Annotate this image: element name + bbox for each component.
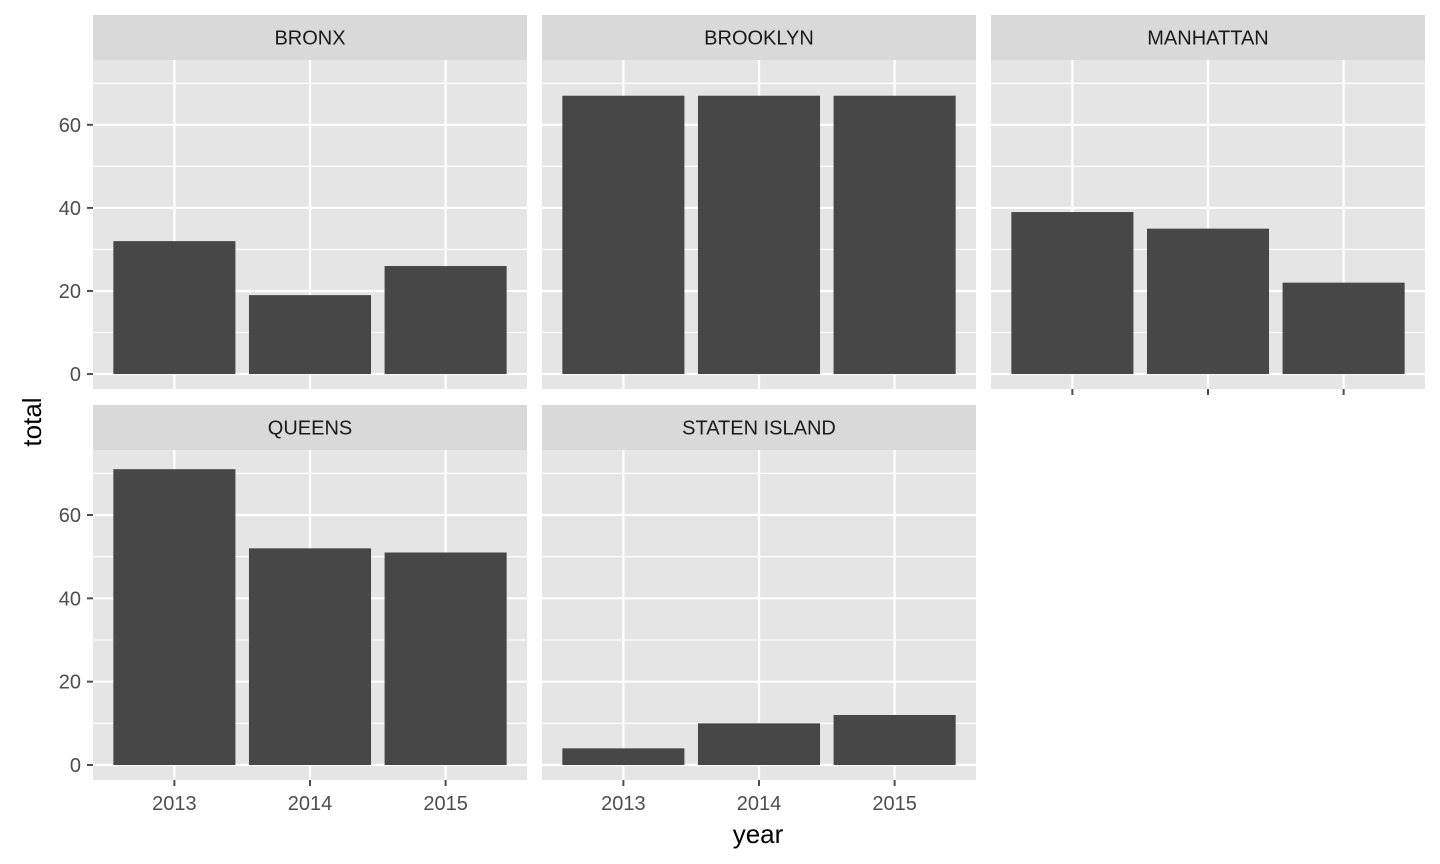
bar-staten-island-2013 [562, 748, 685, 765]
facet-strip [991, 15, 1425, 60]
y-axis-row-2: 0 20 40 60 [59, 505, 93, 777]
bar-queens-2015 [384, 552, 507, 765]
y-axis-row-1: 0 20 40 60 [59, 115, 93, 386]
bar-manhattan-2013 [1011, 212, 1134, 375]
x-axis-queens: 2013 2014 2015 [152, 780, 468, 815]
y-tick-label: 40 [59, 198, 81, 220]
y-axes: 0 20 40 60 0 20 40 60 [59, 115, 93, 777]
bar-bronx-2015 [384, 266, 507, 375]
facet-strip [93, 15, 527, 60]
x-tick-label: 2015 [423, 793, 468, 815]
panel-staten-island: STATEN ISLAND [542, 405, 976, 780]
x-axis-title: year [733, 819, 784, 849]
panel-brooklyn: BROOKLYN [542, 15, 976, 389]
facet-strip-label: QUEENS [268, 418, 352, 440]
bar-manhattan-2015 [1282, 282, 1405, 375]
bar-brooklyn-2015 [833, 95, 956, 375]
bar-staten-island-2014 [697, 723, 821, 765]
y-axis-title: total [17, 397, 47, 446]
y-tick-label: 20 [59, 281, 81, 303]
panel-manhattan: MANHATTAN [991, 15, 1425, 389]
y-tick-label: 60 [59, 505, 81, 527]
x-tick-label: 2013 [601, 793, 646, 815]
y-tick-label: 0 [70, 755, 81, 777]
facet-strip [93, 405, 527, 450]
panel-queens: QUEENS [93, 405, 527, 780]
bar-manhattan-2014 [1146, 228, 1270, 375]
bar-queens-2013 [113, 469, 236, 765]
bar-bronx-2013 [113, 241, 236, 375]
x-tick-label: 2013 [152, 793, 197, 815]
bar-brooklyn-2013 [562, 95, 685, 375]
y-tick-label: 60 [59, 115, 81, 137]
x-tick-label: 2014 [288, 793, 333, 815]
facet-strip [542, 15, 976, 60]
x-tick-label: 2014 [737, 793, 782, 815]
x-tick-label: 2015 [872, 793, 917, 815]
facet-strip [542, 405, 976, 450]
facet-panels: BRONX BROOKLYN MANHATTAN QUEENS STATEN ISLAN… [93, 15, 1425, 780]
y-tick-label: 40 [59, 588, 81, 610]
bar-brooklyn-2014 [697, 95, 821, 375]
x-axes: 2013 2014 2015 2013 2014 2015 [152, 389, 1345, 815]
facet-strip-label: BRONX [274, 28, 345, 50]
x-axis-manhattan [1071, 389, 1345, 395]
facet-strip-label: BROOKLYN [704, 28, 814, 50]
facet-strip-label: MANHATTAN [1147, 28, 1268, 50]
x-axis-staten-island: 2013 2014 2015 [601, 780, 917, 815]
bar-bronx-2014 [248, 295, 372, 375]
bar-queens-2014 [248, 548, 372, 765]
y-tick-label: 0 [70, 364, 81, 386]
facet-strip-label: STATEN ISLAND [682, 418, 836, 440]
y-tick-label: 20 [59, 672, 81, 694]
panel-bronx: BRONX [93, 15, 527, 389]
bar-staten-island-2015 [833, 715, 956, 765]
